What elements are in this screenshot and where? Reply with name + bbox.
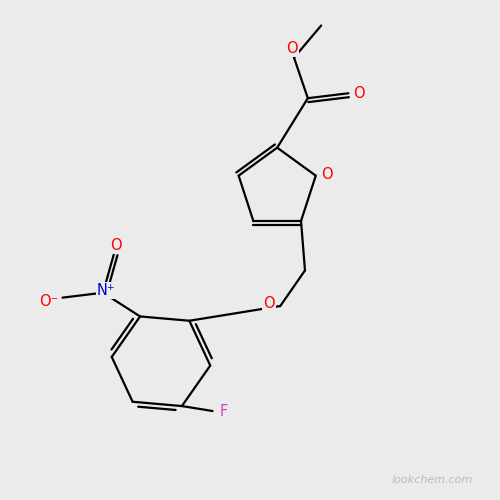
- Text: O: O: [110, 238, 122, 252]
- Text: O: O: [354, 86, 365, 101]
- Text: N⁺: N⁺: [96, 283, 116, 298]
- Text: O⁻: O⁻: [39, 294, 58, 309]
- Text: O: O: [264, 296, 275, 311]
- Text: F: F: [220, 404, 228, 418]
- Text: lookchem.com: lookchem.com: [392, 475, 472, 485]
- Text: O: O: [286, 42, 298, 56]
- Text: O: O: [321, 167, 332, 182]
